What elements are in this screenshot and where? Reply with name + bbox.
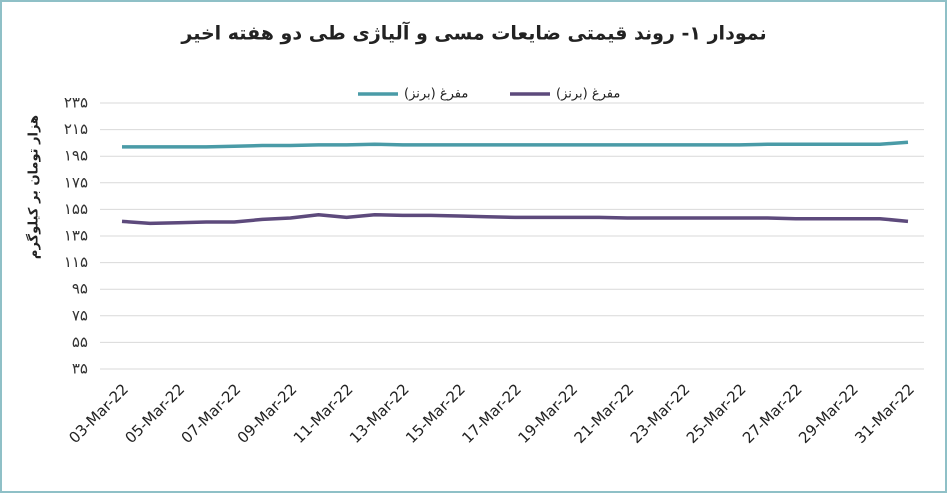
series-line xyxy=(121,212,909,226)
y-axis-label: هزار تومان بر کیلوگرم xyxy=(26,115,42,259)
y-tick-label: ۱۳۵ xyxy=(64,227,88,245)
y-tick-label: ۳۵ xyxy=(72,360,88,378)
legend-label: مفرغ (برنز) xyxy=(404,87,468,102)
y-tick-label: ۱۵۵ xyxy=(64,200,88,218)
y-tick-label: ۱۷۵ xyxy=(64,173,88,191)
y-tick-label: ۱۹۵ xyxy=(64,147,88,165)
series-line xyxy=(122,140,909,149)
y-tick-label: ۲۱۵ xyxy=(64,120,88,138)
legend-label: مفرغ (برنز) xyxy=(556,87,620,102)
chart-title: نمودار ۱- روند قیمتی ضایعات مسی و آلیاژی… xyxy=(180,21,766,45)
y-tick-label: ۱۱۵ xyxy=(64,253,88,271)
y-tick-label: ۷۵ xyxy=(72,306,88,324)
y-tick-label: ۲۳۵ xyxy=(64,94,88,112)
y-tick-label: ۹۵ xyxy=(72,280,88,298)
y-tick-label: ۵۵ xyxy=(72,333,88,351)
